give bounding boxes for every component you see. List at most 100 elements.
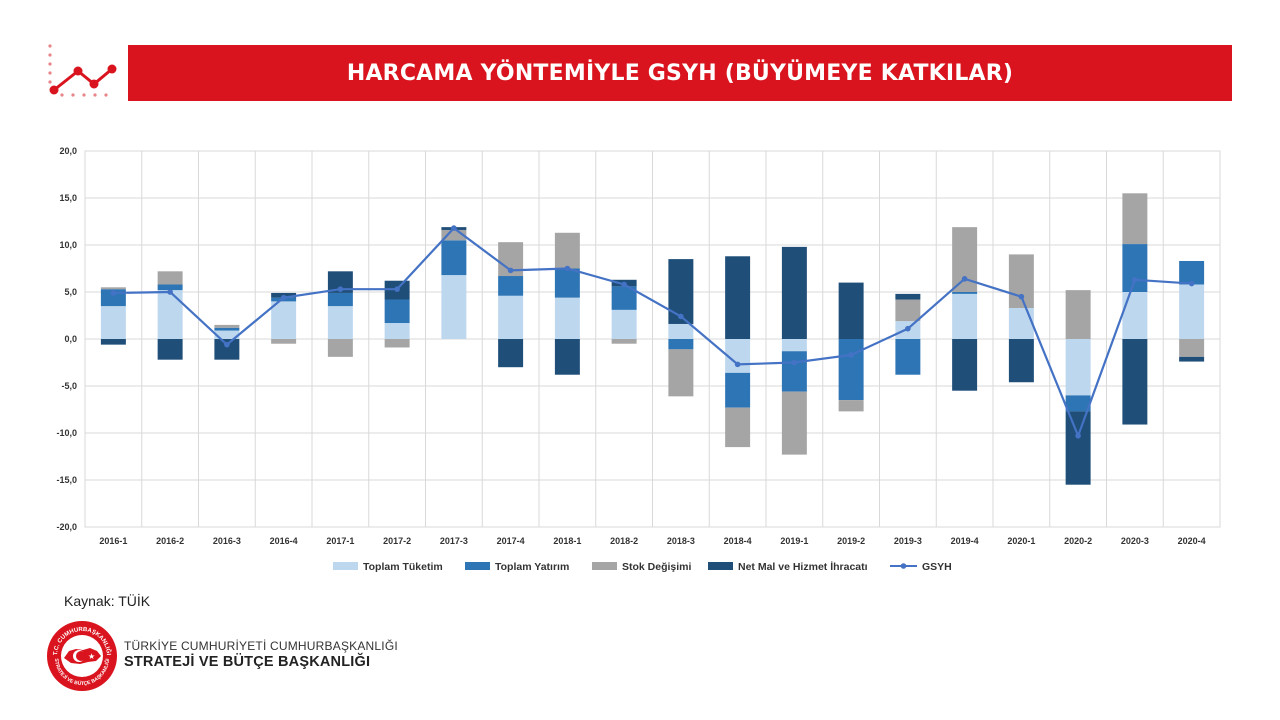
bar-toplam-t-ketim-2017-2 — [384, 323, 410, 339]
bar-toplam-t-ketim-2016-3 — [214, 330, 240, 339]
gsyh-point-2016-4 — [280, 294, 287, 301]
bar-toplam-t-ketim-2019-1 — [781, 339, 807, 352]
gsyh-point-2020-2 — [1075, 433, 1081, 439]
gsyh-point-2017-4 — [507, 267, 514, 274]
x-tick-label: 2016-4 — [270, 536, 298, 546]
y-tick-label: 20,0 — [59, 146, 77, 156]
bar-toplam-t-ketim-2020-1 — [1008, 307, 1034, 339]
bar-net-mal-ve-hizmet-i-hracat--2019-1 — [781, 246, 807, 339]
x-tick-label: 2018-1 — [553, 536, 581, 546]
legend-swatch — [708, 562, 733, 570]
bar-toplam-yat-r-m-2020-2 — [1065, 395, 1091, 412]
y-tick-label: -20,0 — [56, 522, 77, 532]
bar-toplam-yat-r-m-2020-4 — [1179, 260, 1205, 285]
x-tick-label: 2017-1 — [326, 536, 354, 546]
bar-stok-de-i-imi-2019-1 — [781, 391, 807, 455]
bar-stok-de-i-imi-2017-2 — [384, 339, 410, 348]
gsyh-line — [113, 226, 1192, 439]
x-tick-label: 2017-4 — [497, 536, 525, 546]
bar-toplam-t-ketim-2020-3 — [1122, 292, 1148, 339]
bar-net-mal-ve-hizmet-i-hracat--2020-2 — [1065, 411, 1091, 485]
x-tick-label: 2017-2 — [383, 536, 411, 546]
x-tick-label: 2019-4 — [951, 536, 979, 546]
x-tick-label: 2016-1 — [99, 536, 127, 546]
bar-net-mal-ve-hizmet-i-hracat--2018-3 — [668, 259, 694, 324]
legend-label: Toplam Tüketim — [363, 561, 443, 573]
bar-net-mal-ve-hizmet-i-hracat--2020-4 — [1179, 356, 1205, 362]
bar-toplam-t-ketim-2020-2 — [1065, 339, 1091, 396]
bar-stok-de-i-imi-2018-2 — [611, 339, 637, 344]
bar-stok-de-i-imi-2018-4 — [725, 407, 751, 448]
bar-toplam-t-ketim-2018-1 — [554, 297, 580, 339]
bar-stok-de-i-imi-2020-2 — [1065, 290, 1091, 339]
bar-stok-de-i-imi-2016-1 — [100, 287, 126, 290]
y-tick-label: -15,0 — [56, 475, 77, 485]
x-tick-label: 2020-1 — [1007, 536, 1035, 546]
bar-toplam-t-ketim-2017-1 — [327, 306, 353, 339]
legend-label: Stok Değişimi — [622, 561, 692, 573]
bar-toplam-yat-r-m-2018-3 — [668, 339, 694, 350]
legend-swatch — [333, 562, 358, 570]
bar-net-mal-ve-hizmet-i-hracat--2019-4 — [952, 339, 978, 391]
bar-net-mal-ve-hizmet-i-hracat--2017-1 — [327, 271, 353, 293]
y-tick-label: 5,0 — [64, 287, 77, 297]
bar-toplam-t-ketim-2019-4 — [952, 293, 978, 339]
x-tick-label: 2019-2 — [837, 536, 865, 546]
x-tick-label: 2018-4 — [724, 536, 752, 546]
gsyh-point-2018-2 — [621, 281, 627, 288]
bar-toplam-yat-r-m-2016-3 — [214, 327, 240, 331]
bar-stok-de-i-imi-2019-3 — [895, 299, 921, 322]
y-tick-label: -10,0 — [56, 428, 77, 438]
legend-line-marker — [900, 563, 907, 569]
bar-toplam-yat-r-m-2017-2 — [384, 299, 410, 324]
bar-toplam-yat-r-m-2019-1 — [781, 351, 807, 392]
bar-stok-de-i-imi-2020-1 — [1008, 254, 1034, 308]
bar-net-mal-ve-hizmet-i-hracat--2016-3 — [214, 339, 240, 360]
bar-net-mal-ve-hizmet-i-hracat--2016-2 — [157, 339, 183, 360]
bar-toplam-t-ketim-2017-3 — [441, 275, 467, 339]
x-tick-label: 2020-3 — [1121, 536, 1149, 546]
gsyh-point-2016-1 — [110, 290, 117, 296]
gsyh-point-2018-3 — [678, 313, 684, 320]
bar-toplam-yat-r-m-2019-3 — [895, 339, 921, 375]
bar-toplam-t-ketim-2016-4 — [271, 301, 297, 339]
y-tick-label: 0,0 — [64, 334, 77, 344]
gsyh-point-2019-3 — [905, 325, 911, 332]
legend-label: Net Mal ve Hizmet İhracatı — [738, 560, 868, 573]
gsyh-point-2016-2 — [167, 289, 173, 295]
bar-toplam-yat-r-m-2018-4 — [725, 372, 751, 408]
x-tick-label: 2016-2 — [156, 536, 184, 546]
bar-toplam-yat-r-m-2019-4 — [952, 292, 978, 294]
title-banner: HARCAMA YÖNTEMİYLE GSYH (BÜYÜMEYE KATKIL… — [128, 45, 1232, 101]
gsyh-point-2019-2 — [848, 352, 854, 358]
bar-toplam-yat-r-m-2017-3 — [441, 240, 467, 276]
trend-line-icon — [48, 44, 117, 97]
bar-stok-de-i-imi-2016-4 — [271, 339, 297, 344]
bar-toplam-t-ketim-2020-4 — [1179, 284, 1205, 339]
stacked-bar-line-chart: 20,0 15,0 10,0 5,0 0,0 -5,0 -10,0 -15,0 -20,0 201… — [56, 146, 1221, 573]
x-tick-label: 2020-2 — [1064, 536, 1092, 546]
org-name-line1: TÜRKİYE CUMHURİYETİ CUMHURBAŞKANLIĞI — [124, 639, 398, 653]
gsyh-point-2018-4 — [734, 361, 741, 368]
bar-net-mal-ve-hizmet-i-hracat--2020-1 — [1008, 339, 1034, 383]
y-tick-label: 10,0 — [59, 240, 77, 250]
bar-stok-de-i-imi-2020-4 — [1179, 339, 1205, 357]
gsyh-point-2017-1 — [337, 286, 344, 292]
bar-toplam-yat-r-m-2020-3 — [1122, 244, 1148, 292]
legend-label: Toplam Yatırım — [495, 561, 569, 573]
gsyh-point-2018-1 — [564, 265, 571, 272]
institution-seal-logo: ★ T.C. CUMHURBAŞKANLIĞI STRATEJİ VE BÜTÇ… — [47, 621, 117, 691]
x-tick-label: 2020-4 — [1178, 536, 1206, 546]
bar-stok-de-i-imi-2017-3 — [441, 229, 467, 241]
bar-net-mal-ve-hizmet-i-hracat--2018-4 — [725, 256, 751, 339]
bar-toplam-yat-r-m-2017-4 — [498, 276, 524, 296]
bar-toplam-t-ketim-2018-2 — [611, 309, 637, 339]
bar-net-mal-ve-hizmet-i-hracat--2019-3 — [895, 293, 921, 300]
gsyh-point-2020-4 — [1188, 280, 1195, 287]
bar-toplam-t-ketim-2016-1 — [100, 306, 126, 339]
legend-swatch — [592, 562, 617, 570]
legend-label: GSYH — [922, 561, 952, 573]
gsyh-point-2017-3 — [451, 225, 457, 231]
bar-toplam-t-ketim-2018-3 — [668, 323, 694, 339]
page-title: HARCAMA YÖNTEMİYLE GSYH (BÜYÜMEYE KATKIL… — [346, 60, 1014, 86]
